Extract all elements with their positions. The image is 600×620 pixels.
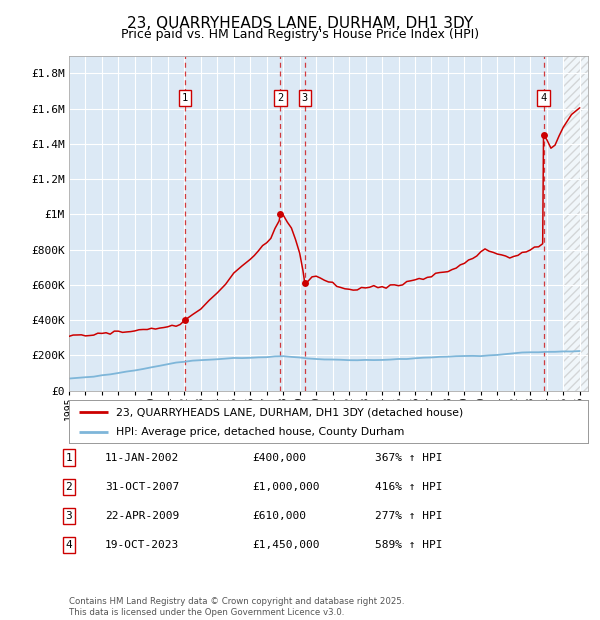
Text: 31-OCT-2007: 31-OCT-2007: [105, 482, 179, 492]
Text: 4: 4: [541, 92, 547, 103]
Text: 367% ↑ HPI: 367% ↑ HPI: [375, 453, 443, 463]
Text: £1,450,000: £1,450,000: [252, 540, 320, 550]
Text: £400,000: £400,000: [252, 453, 306, 463]
Text: 22-APR-2009: 22-APR-2009: [105, 511, 179, 521]
Text: 2: 2: [277, 92, 284, 103]
Text: 2: 2: [65, 482, 73, 492]
Text: Price paid vs. HM Land Registry's House Price Index (HPI): Price paid vs. HM Land Registry's House …: [121, 28, 479, 41]
Text: 19-OCT-2023: 19-OCT-2023: [105, 540, 179, 550]
Text: HPI: Average price, detached house, County Durham: HPI: Average price, detached house, Coun…: [116, 427, 404, 438]
Text: £610,000: £610,000: [252, 511, 306, 521]
Text: 4: 4: [65, 540, 73, 550]
Text: 23, QUARRYHEADS LANE, DURHAM, DH1 3DY: 23, QUARRYHEADS LANE, DURHAM, DH1 3DY: [127, 16, 473, 30]
Text: £1,000,000: £1,000,000: [252, 482, 320, 492]
Text: 23, QUARRYHEADS LANE, DURHAM, DH1 3DY (detached house): 23, QUARRYHEADS LANE, DURHAM, DH1 3DY (d…: [116, 407, 463, 417]
Text: 416% ↑ HPI: 416% ↑ HPI: [375, 482, 443, 492]
Text: 1: 1: [182, 92, 188, 103]
Text: Contains HM Land Registry data © Crown copyright and database right 2025.
This d: Contains HM Land Registry data © Crown c…: [69, 598, 404, 617]
Text: 3: 3: [302, 92, 308, 103]
Text: 1: 1: [65, 453, 73, 463]
Text: 589% ↑ HPI: 589% ↑ HPI: [375, 540, 443, 550]
Text: 11-JAN-2002: 11-JAN-2002: [105, 453, 179, 463]
Text: 3: 3: [65, 511, 73, 521]
Text: 277% ↑ HPI: 277% ↑ HPI: [375, 511, 443, 521]
